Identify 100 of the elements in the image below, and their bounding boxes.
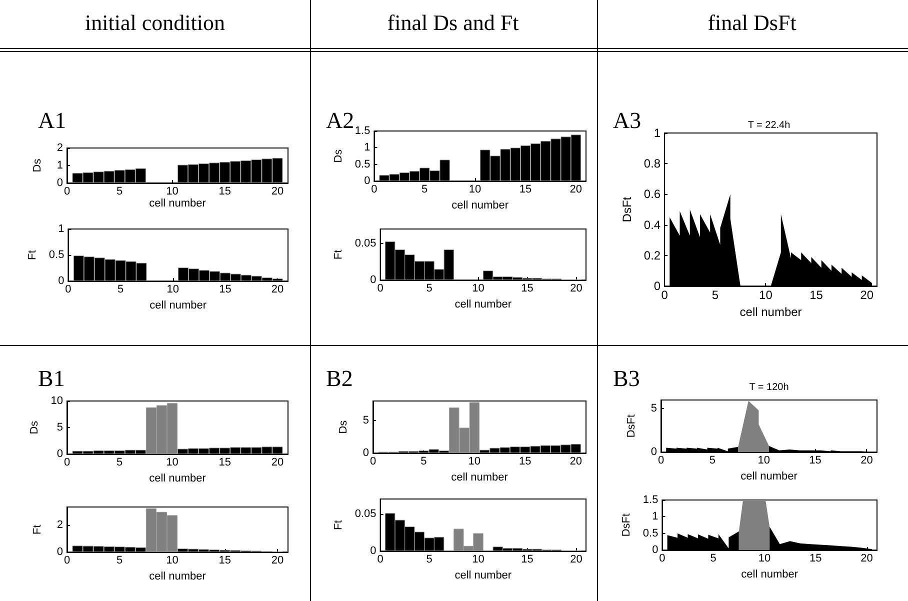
x-tick-label: 20 [570,282,582,295]
y-tick-label: 5 [362,414,369,427]
x-tick-label: 10 [166,186,178,198]
x-tick-label: 20 [271,186,284,198]
y-tick-label: 1 [364,142,370,154]
y-axis-title: Ds [32,158,44,172]
y-tick-label: 5 [650,402,657,415]
x-tick-label: 20 [271,284,284,296]
x-axis-title: cell number [149,472,206,484]
x-axis-title: cell number [740,305,802,319]
y-tick-label: 0.05 [354,238,376,250]
x-tick-label: 15 [810,552,822,565]
y-axis-title: Ft [332,520,344,530]
x-tick-label: 15 [521,282,534,295]
y-axis-title: Ds [338,420,350,434]
y-tick-label: 0 [370,274,376,286]
y-tick-label: 0.4 [644,218,661,232]
x-tick-label: 15 [218,554,231,567]
chart-title: A2 [326,108,354,134]
x-tick-label: 5 [117,284,124,296]
chart-title: B1 [38,366,65,392]
text: initial condition [85,10,225,36]
y-tick-label: 0 [364,175,370,188]
x-tick-label: 10 [758,552,771,565]
x-tick-label: 10 [759,288,773,302]
x-tick-label: 5 [422,184,428,196]
x-tick-label: 15 [219,284,232,296]
x-tick-label: 10 [166,456,178,469]
x-tick-label: 5 [116,186,123,198]
chart-subtitle: T = 22.4h [748,120,790,131]
y-tick-label: 1.5 [354,125,370,137]
x-axis-title: cell number [149,198,206,210]
x-tick-label: 10 [472,282,484,295]
x-axis-title: cell number [454,570,512,582]
x-axis-title: cell number [454,298,512,310]
x-tick-label: 5 [426,554,432,566]
y-tick-label: 2 [56,142,63,154]
x-tick-label: 5 [712,288,719,302]
x-tick-label: 15 [519,184,532,196]
y-tick-label: 5 [56,422,63,434]
x-tick-label: 5 [116,554,123,567]
y-axis-title: Ft [332,250,344,260]
x-tick-label: 10 [166,284,179,296]
y-axis-title: DsFt [626,414,638,438]
x-tick-label: 10 [468,456,481,468]
x-axis-title: cell number [741,568,798,580]
x-tick-label: 5 [116,456,123,469]
y-tick-label: 1 [56,160,63,172]
y-tick-label: 0.5 [642,527,658,540]
x-tick-label: 20 [271,554,284,567]
x-tick-label: 20 [860,288,874,302]
x-tick-label: 15 [519,456,532,468]
chart-title: B3 [613,366,640,392]
y-tick-label: 1.5 [642,494,658,506]
y-tick-label: 0.05 [354,508,376,520]
text: final Ds and Ft [387,10,519,36]
y-axis-title: Ft [26,250,38,260]
y-axis-title: Ds [332,148,344,163]
text: final DsFt [708,10,796,36]
y-tick-label: 0 [652,544,658,556]
x-tick-label: 10 [468,184,482,196]
x-tick-label: 15 [218,186,231,198]
x-tick-label: 15 [218,456,231,469]
y-axis-title: DsFt [620,513,632,537]
chart-subtitle: T = 120h [749,382,789,393]
chart-title: A1 [38,108,66,134]
x-tick-label: 15 [810,288,824,302]
y-tick-label: 0.6 [644,187,661,202]
x-tick-label: 15 [809,454,822,467]
x-tick-label: 20 [570,554,582,566]
x-axis-title: cell number [149,570,206,582]
y-tick-label: 1 [652,510,658,523]
x-tick-label: 5 [420,456,427,468]
x-tick-label: 20 [860,454,873,467]
x-tick-label: 10 [472,554,484,566]
x-tick-label: 5 [710,552,716,565]
y-axis-title: Ds [28,420,40,434]
y-axis-title: DsFt [620,196,634,222]
x-axis-title: cell number [452,200,509,212]
chart-title: A3 [613,108,642,134]
x-axis-title: cell number [150,300,207,312]
y-tick-label: 1 [654,126,661,140]
y-tick-label: 0.5 [354,158,370,170]
x-tick-label: 10 [166,554,178,567]
x-axis-title: cell number [740,470,798,482]
y-tick-label: 1 [58,223,64,235]
x-tick-label: 20 [570,456,582,468]
y-tick-label: 0.5 [48,249,64,262]
x-axis-title: cell number [451,472,508,484]
y-axis-title: Ft [32,524,44,534]
x-tick-label: 20 [570,184,582,196]
chart-title: B2 [326,366,353,392]
x-tick-label: 20 [860,552,873,565]
x-tick-label: 5 [709,454,716,467]
y-tick-label: 2 [56,518,63,531]
x-tick-label: 10 [758,454,770,467]
x-tick-label: 20 [271,456,284,469]
y-tick-label: 10 [50,395,63,407]
y-tick-label: 0.2 [644,248,661,262]
y-tick-label: 0.8 [644,156,661,171]
